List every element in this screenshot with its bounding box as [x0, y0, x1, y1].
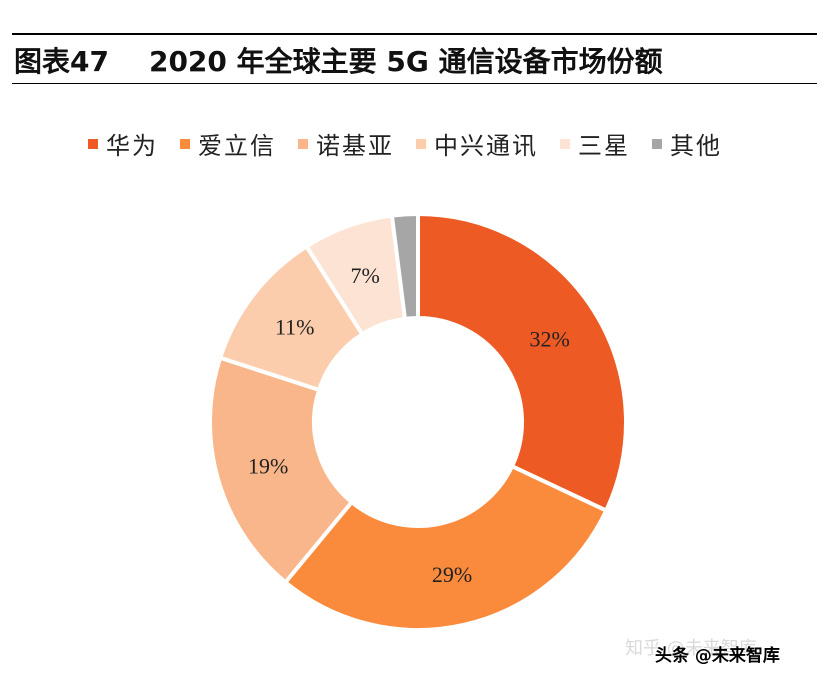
watermark-zhihu: 知乎 @未来智库 [625, 638, 757, 659]
legend-swatch [180, 138, 190, 149]
legend-label: 三星 [578, 132, 630, 160]
donut-slice [208, 355, 355, 586]
figure-title-row: 图表47 2020 年全球主要 5G 通信设备市场份额 [14, 38, 814, 82]
legend-swatch [298, 138, 308, 149]
legend-label: 中兴通讯 [434, 132, 538, 160]
slice-data-label: 11% [275, 314, 315, 339]
legend-swatch [560, 138, 570, 149]
legend-item: 其他 [652, 126, 722, 161]
title-top-rule [12, 33, 817, 35]
legend-item: 爱立信 [180, 126, 276, 161]
slice-data-label: 32% [530, 326, 570, 351]
legend-label: 爱立信 [198, 132, 276, 160]
title-bottom-rule [12, 83, 817, 84]
chart-legend: 华为 爱立信 诺基亚 中兴通讯 三星 其他 [88, 126, 744, 161]
donut-slice [416, 211, 628, 514]
legend-label: 华为 [106, 132, 158, 160]
legend-swatch [416, 138, 426, 149]
slice-data-label: 7% [350, 263, 379, 288]
figure-label: 图表47 [14, 45, 109, 78]
legend-label: 诺基亚 [316, 132, 394, 160]
legend-item: 诺基亚 [298, 126, 394, 161]
figure-title: 2020 年全球主要 5G 通信设备市场份额 [148, 45, 663, 78]
legend-item: 华为 [88, 126, 158, 161]
legend-swatch [88, 138, 98, 149]
legend-label: 其他 [670, 132, 722, 160]
slice-data-label: 19% [248, 454, 288, 479]
watermark-toutiao: 头条 @未来智库 [655, 646, 780, 666]
legend-item: 三星 [560, 126, 630, 161]
legend-swatch [652, 138, 662, 149]
donut-slice [282, 463, 609, 632]
donut-slice [389, 211, 420, 322]
slice-data-label: 29% [432, 562, 472, 587]
legend-item: 中兴通讯 [416, 126, 538, 161]
